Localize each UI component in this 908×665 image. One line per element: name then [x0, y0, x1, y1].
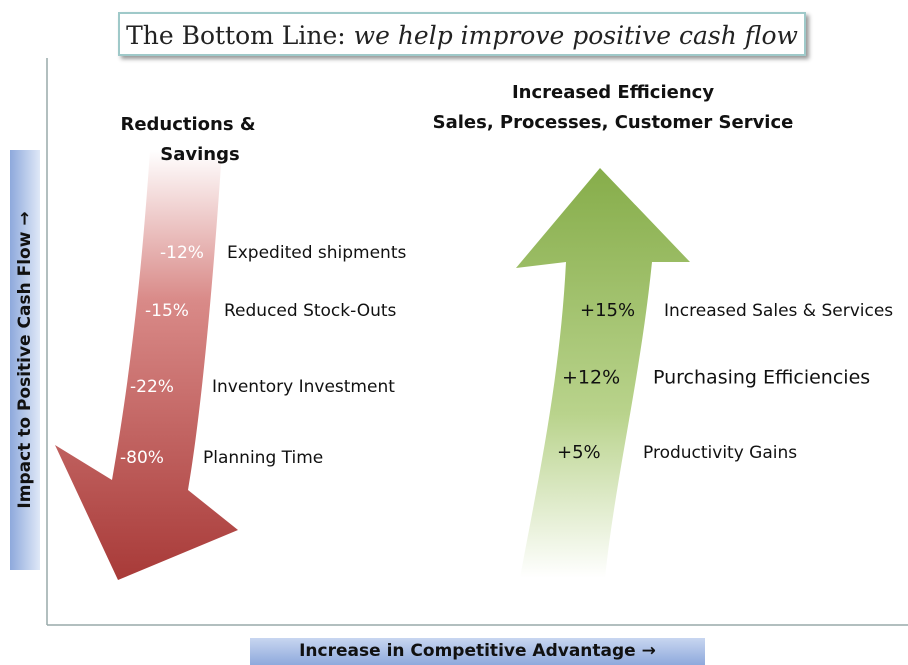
heading: Sales, Processes, Customer Service [433, 112, 794, 133]
x-axis-label: Increase in Competitive Advantage → [250, 638, 705, 665]
heading: Increased Efficiency [512, 82, 714, 103]
label: Productivity Gains [643, 443, 797, 463]
value: -22% [130, 377, 174, 397]
diagram: Reductions & Savings Increased Efficienc… [0, 0, 908, 665]
value: +12% [562, 367, 620, 389]
value: +15% [580, 300, 635, 321]
value: -80% [120, 448, 164, 468]
heading: Reductions & [120, 114, 255, 135]
label: Increased Sales & Services [664, 301, 893, 321]
label: Inventory Investment [212, 377, 395, 397]
label: Planning Time [203, 448, 323, 468]
label: Purchasing Efficiencies [653, 367, 870, 389]
down-arrow [55, 150, 238, 580]
title: The Bottom Line: we help improve positiv… [118, 12, 806, 56]
value: -15% [145, 301, 189, 321]
label: Reduced Stock-Outs [224, 301, 397, 321]
value: -12% [160, 243, 204, 263]
heading: Savings [160, 144, 239, 165]
page: Reductions & Savings Increased Efficienc… [0, 0, 908, 665]
value: +5% [557, 442, 601, 463]
title-emphasis: we help improve positive cash flow [354, 21, 798, 50]
y-axis-label: Impact to Positive Cash Flow → [15, 211, 35, 508]
label: Expedited shipments [227, 243, 406, 263]
title-main: The Bottom Line: [126, 21, 346, 50]
